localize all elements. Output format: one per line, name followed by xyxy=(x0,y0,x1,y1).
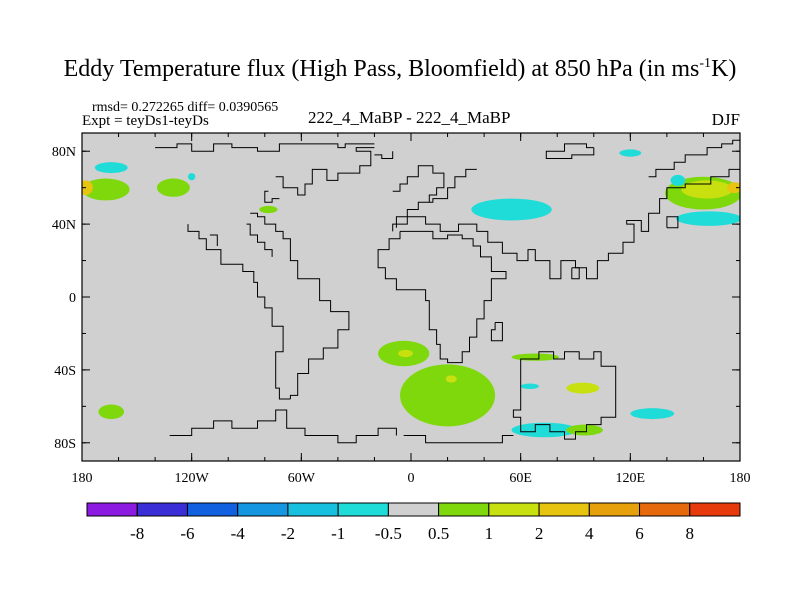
anomaly-region-15 xyxy=(398,349,413,358)
colorbar-label-4: -1 xyxy=(331,524,345,543)
chart-title: Eddy Temperature flux (High Pass, Bloomf… xyxy=(63,56,737,82)
anomaly-region-4 xyxy=(259,205,278,214)
coastline-15 xyxy=(403,435,514,444)
coastline-8 xyxy=(490,322,503,342)
stats-line: rmsd= 0.272265 diff= 0.0390565 xyxy=(92,100,279,115)
anomaly-region-12 xyxy=(670,174,686,186)
anomaly-region-18 xyxy=(566,382,600,394)
coastline-17 xyxy=(374,151,394,159)
anomaly-region-17 xyxy=(511,353,560,361)
colorbar-label-2: -4 xyxy=(231,524,246,543)
colorbar-swatch-4 xyxy=(287,502,339,517)
anomaly-region-9 xyxy=(681,180,733,199)
anomaly-region-2 xyxy=(94,162,128,174)
colorbar-swatch-1 xyxy=(136,502,188,517)
colorbar-label-1: -6 xyxy=(180,524,194,543)
anomaly-region-19 xyxy=(520,383,539,390)
colorbar-swatch-8 xyxy=(488,502,540,517)
anomaly-region-16 xyxy=(445,375,457,383)
coastline-11 xyxy=(648,139,740,178)
colorbar-label-3: -2 xyxy=(281,524,295,543)
colorbar-label-7: 1 xyxy=(485,524,494,543)
anomaly-region-3 xyxy=(156,178,190,197)
coastline-4 xyxy=(275,147,375,196)
anomaly-region-0 xyxy=(82,178,130,201)
anomaly-region-5 xyxy=(188,173,196,181)
y-tick-label-4: 80S xyxy=(54,437,76,452)
coastline-1 xyxy=(250,212,350,399)
colorbar-label-10: 6 xyxy=(635,524,644,543)
colorbar-swatch-7 xyxy=(438,502,490,517)
colorbar-swatch-10 xyxy=(588,502,641,517)
coastline-16 xyxy=(169,409,397,444)
coastline-13 xyxy=(666,216,679,229)
x-tick-label-3: 0 xyxy=(408,471,415,486)
anomaly-region-10 xyxy=(727,182,740,194)
coastline-14 xyxy=(512,351,617,440)
experiment-label: Expt = teyDs1-teyDs xyxy=(82,113,209,129)
y-tick-label-0: 80N xyxy=(52,145,76,160)
anomaly-region-7 xyxy=(619,149,642,157)
colorbar-swatch-3 xyxy=(237,502,289,517)
coastline-2 xyxy=(187,224,291,400)
anomaly-region-13 xyxy=(400,364,496,427)
y-tick-label-3: 40S xyxy=(54,364,76,379)
y-tick-label-1: 40N xyxy=(52,218,76,233)
center-label: 222_4_MaBP - 222_4_MaBP xyxy=(308,108,511,127)
colorbar-label-5: -0.5 xyxy=(375,524,402,543)
anomaly-region-20 xyxy=(511,422,578,438)
coastline-18 xyxy=(246,223,273,257)
colorbar-swatch-9 xyxy=(538,502,590,517)
colorbar-label-0: -8 xyxy=(130,524,144,543)
colorbar-label-11: 8 xyxy=(686,524,695,543)
x-tick-label-6: 180 xyxy=(730,471,751,486)
x-tick-label-2: 60W xyxy=(288,471,316,486)
colorbar-swatch-0 xyxy=(86,502,138,517)
anomaly-region-23 xyxy=(98,404,125,420)
coastline-7 xyxy=(377,230,507,364)
y-tick-label-2: 0 xyxy=(69,291,76,306)
colorbar-swatch-5 xyxy=(337,502,389,517)
colorbar-label-6: 0.5 xyxy=(428,524,449,543)
colorbar-label-8: 2 xyxy=(535,524,544,543)
colorbar-swatch-11 xyxy=(639,502,691,517)
coastline-12 xyxy=(571,267,580,280)
coastline-10 xyxy=(545,143,595,159)
colorbar-swatch-12 xyxy=(689,502,741,517)
anomaly-region-22 xyxy=(630,408,675,420)
season-label: DJF xyxy=(711,110,740,129)
coastline-3 xyxy=(264,190,280,203)
colorbar-label-9: 4 xyxy=(585,524,594,543)
colorbar-swatch-6 xyxy=(387,502,440,517)
x-tick-label-0: 180 xyxy=(72,471,93,486)
coastline-19 xyxy=(209,234,218,246)
coastline-0 xyxy=(155,143,375,152)
x-tick-label-4: 60E xyxy=(509,471,532,486)
x-tick-label-1: 120W xyxy=(175,471,210,486)
anomaly-region-21 xyxy=(566,424,603,436)
anomaly-region-11 xyxy=(676,211,740,226)
anomaly-region-6 xyxy=(471,198,552,221)
anomaly-region-1 xyxy=(82,180,93,195)
coastline-5 xyxy=(392,165,445,203)
x-tick-label-5: 120E xyxy=(616,471,646,486)
coastline-6 xyxy=(395,168,477,228)
colorbar-swatch-2 xyxy=(186,502,239,517)
